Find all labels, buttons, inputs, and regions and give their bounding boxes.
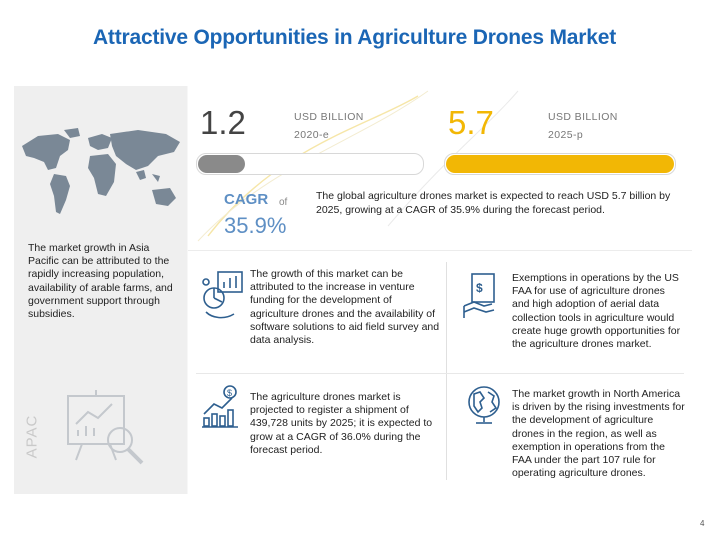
cagr-value: 35.9% bbox=[224, 213, 287, 238]
market-size-2025: 5.7 bbox=[448, 104, 494, 141]
cagr-of: of bbox=[279, 197, 288, 208]
market-year-2020: 2020-e bbox=[294, 129, 330, 141]
highlight-funding: The growth of this market can be attribu… bbox=[250, 268, 440, 347]
presentation-chart-icon bbox=[67, 390, 144, 465]
corner-mark: 4 bbox=[700, 519, 705, 528]
column-divider bbox=[446, 262, 447, 480]
analytics-icon bbox=[202, 271, 243, 319]
regulation-document-icon: $ bbox=[463, 273, 495, 318]
svg-text:$: $ bbox=[227, 388, 232, 398]
market-year-2025: 2025-p bbox=[548, 129, 584, 141]
market-bar-2025-fill bbox=[446, 155, 674, 173]
apac-description: The market growth in Asia Pacific can be… bbox=[28, 242, 173, 321]
market-bar-2020 bbox=[196, 153, 424, 175]
apac-label: APAC bbox=[23, 414, 41, 459]
world-map-icon bbox=[22, 128, 180, 214]
svg-text:$: $ bbox=[476, 281, 483, 295]
highlight-north-america: The market growth in North America is dr… bbox=[512, 388, 685, 480]
market-summary: The global agriculture drones market is … bbox=[316, 190, 671, 216]
market-unit-2025: USD BILLION bbox=[548, 111, 618, 123]
growth-chart-icon: $ bbox=[202, 385, 238, 428]
row-divider bbox=[196, 373, 684, 374]
page-title: Attractive Opportunities in Agriculture … bbox=[92, 26, 617, 49]
market-bar-2020-fill bbox=[198, 155, 245, 173]
section-divider bbox=[188, 250, 692, 251]
highlight-faa-exemptions: Exemptions in operations by the US FAA f… bbox=[512, 272, 681, 351]
market-bar-2025 bbox=[444, 153, 676, 175]
cagr-label: CAGR bbox=[224, 191, 269, 208]
globe-icon bbox=[468, 386, 500, 424]
highlight-shipments: The agriculture drones market is project… bbox=[250, 391, 433, 456]
market-unit-2020: USD BILLION bbox=[294, 111, 364, 123]
market-size-2020: 1.2 bbox=[200, 104, 246, 141]
